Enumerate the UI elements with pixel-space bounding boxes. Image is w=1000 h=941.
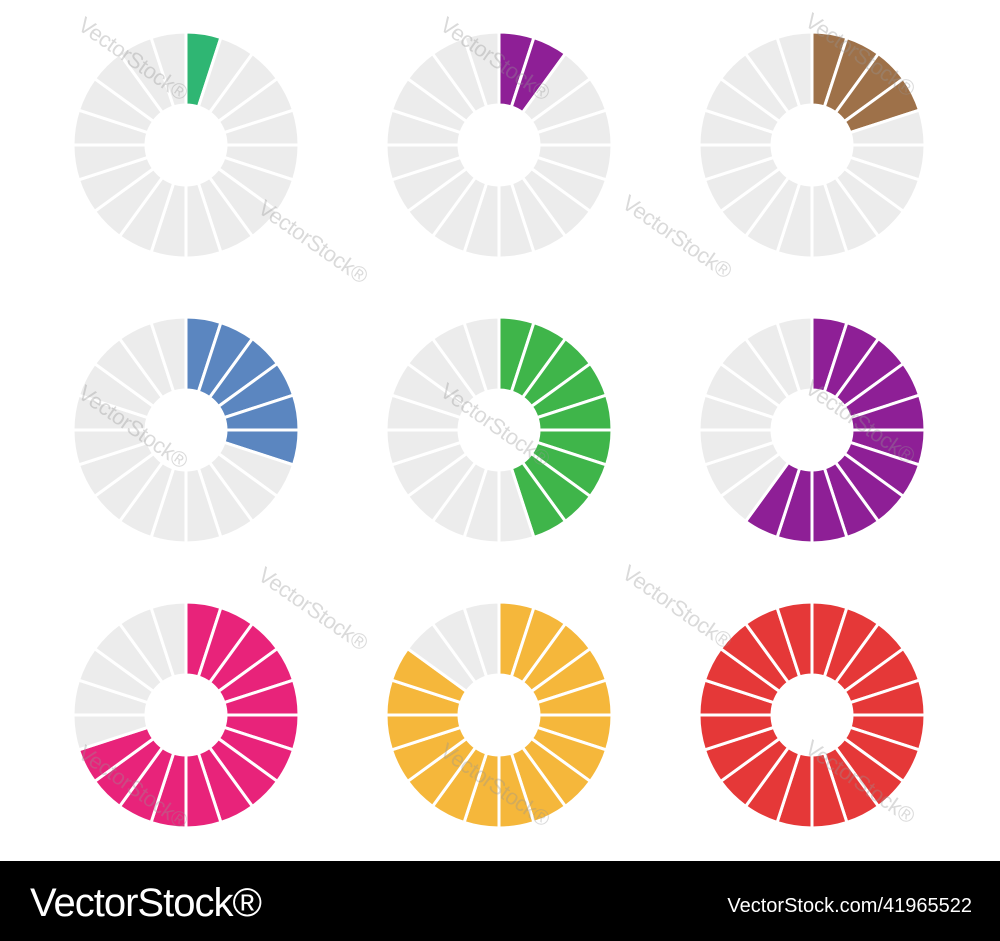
donut-chart (384, 30, 614, 260)
donut-chart (384, 600, 614, 830)
donut-chart (384, 315, 614, 545)
footer-bar: VectorStock® VectorStock.com/41965522 (0, 861, 1000, 941)
progress-donut-grid (71, 30, 927, 830)
donut-chart (697, 600, 927, 830)
footer-logo: VectorStock® (30, 881, 262, 925)
donut-segment-empty (462, 30, 501, 109)
donut-chart (697, 30, 927, 260)
donut-segment-empty (149, 600, 188, 679)
donut-segment-empty (462, 600, 501, 679)
donut-segment-empty (149, 315, 188, 394)
donut-segment-empty (149, 30, 188, 109)
donut-segment-empty (462, 315, 501, 394)
donut-chart (71, 315, 301, 545)
donut-segment-empty (775, 30, 814, 109)
footer-image-id: VectorStock.com/41965522 (727, 895, 972, 917)
donut-segment-empty (775, 315, 814, 394)
donut-chart (71, 30, 301, 260)
donut-chart (71, 600, 301, 830)
donut-segment-filled (775, 600, 814, 679)
donut-chart (697, 315, 927, 545)
